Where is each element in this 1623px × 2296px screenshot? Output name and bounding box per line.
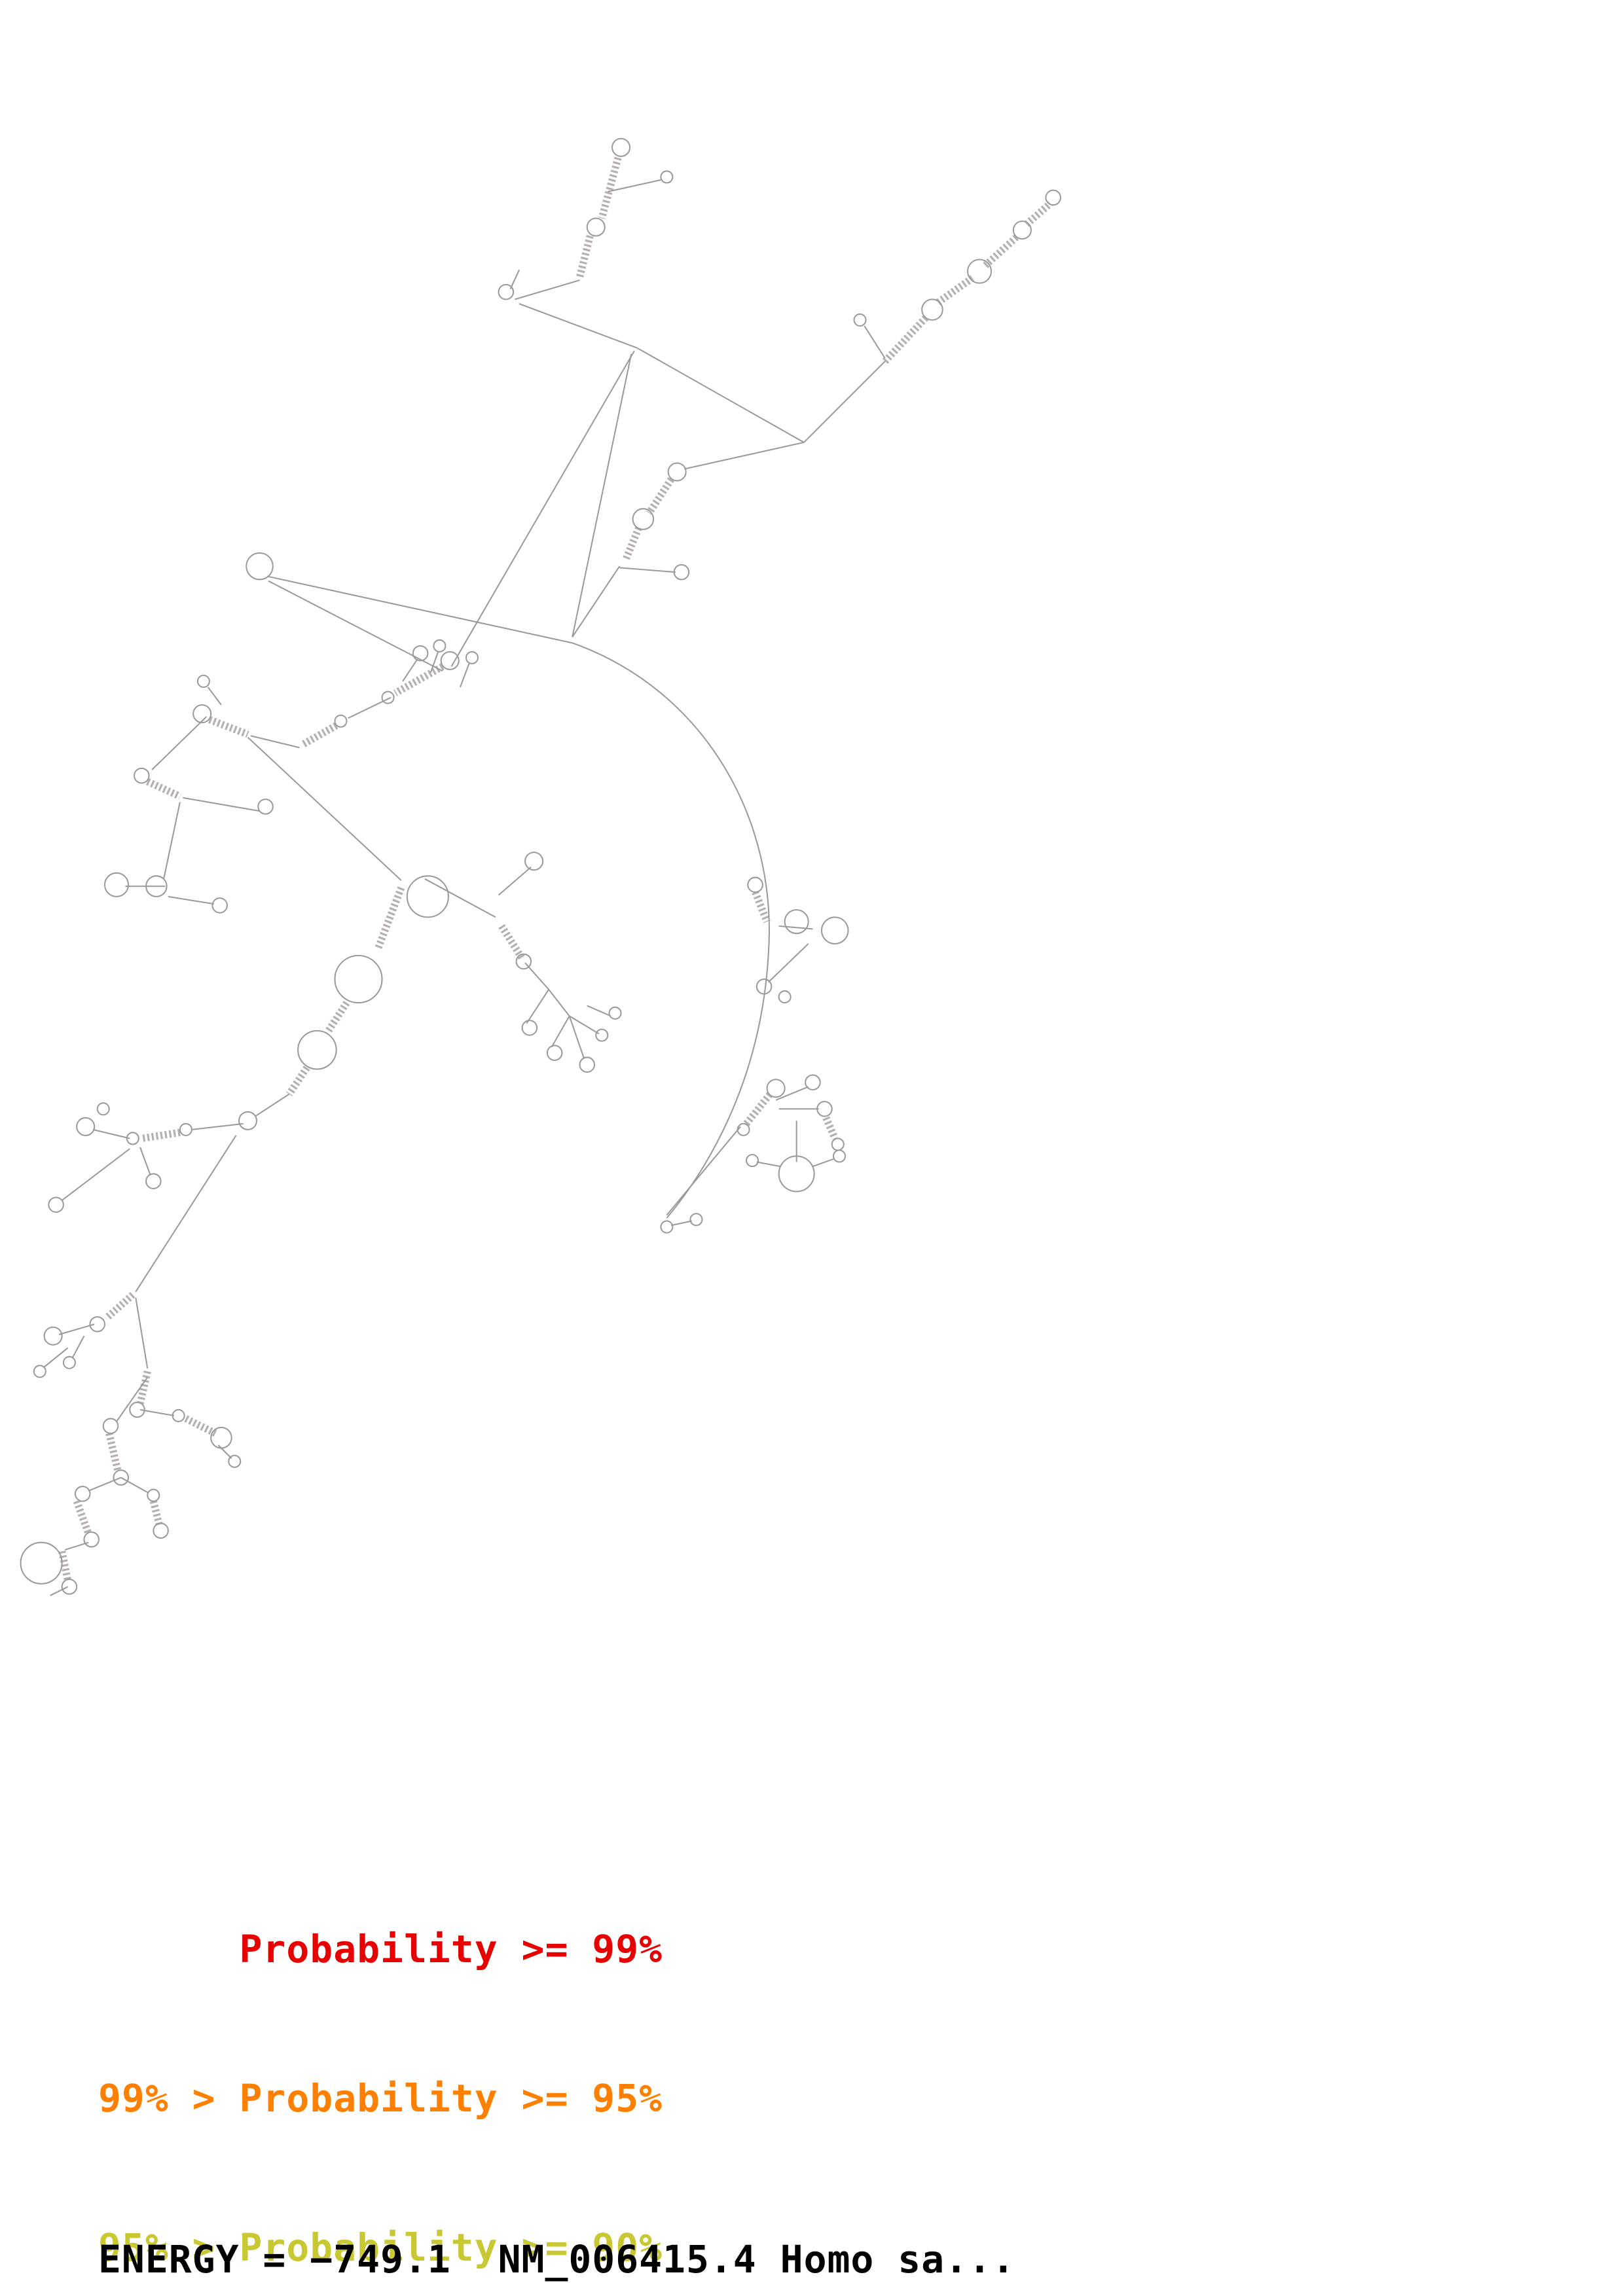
multibranch-arc (572, 642, 770, 1219)
legend-item-ge99: Probability >= 99% (98, 1927, 663, 1971)
loop-circles (20, 137, 1061, 1595)
energy-title-line: ENERGY = −749.1 NM_006415.4 Homo sa... (98, 2237, 1015, 2282)
legend-item-95-99: 99% > Probability >= 95% (98, 2076, 663, 2121)
strand-connectors (43, 179, 886, 1596)
helix-segments (58, 156, 1053, 1582)
probability-legend: Probability >= 99% 99% > Probability >= … (98, 1825, 663, 2296)
legend-item-90-95: 95% > Probability >= 90% (98, 2225, 663, 2270)
